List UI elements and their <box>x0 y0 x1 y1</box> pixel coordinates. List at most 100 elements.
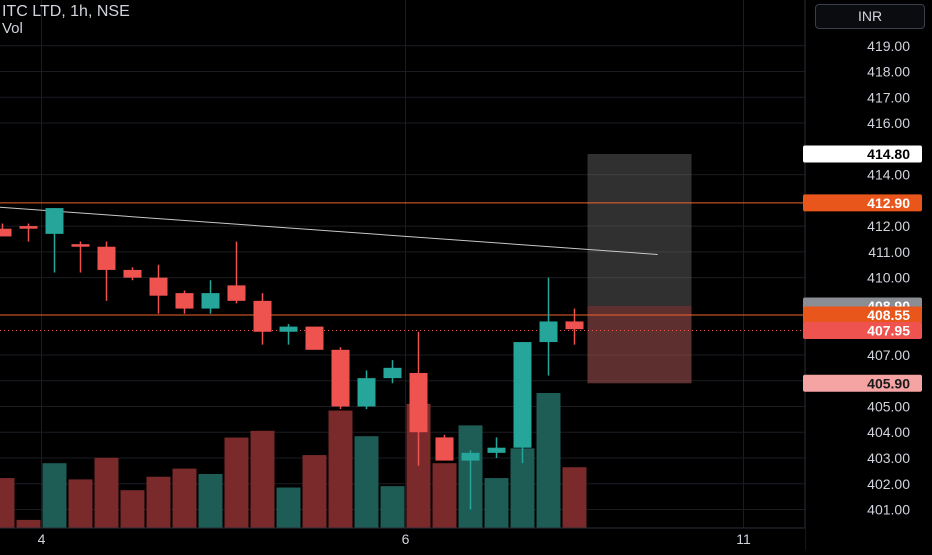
price-label-box <box>803 374 922 392</box>
candle <box>123 267 142 281</box>
price-label-text: 408.55 <box>867 307 910 323</box>
candle-body <box>19 226 38 229</box>
time-tick-label: 11 <box>736 531 751 547</box>
price-label-box <box>803 306 922 324</box>
candle <box>45 208 64 273</box>
candle <box>565 308 584 345</box>
price-label-box <box>803 145 922 163</box>
candle <box>201 280 220 314</box>
candle-body <box>357 378 376 407</box>
candle-body <box>0 228 12 237</box>
candle <box>383 360 402 384</box>
price-label: 405.90 <box>803 374 922 392</box>
candle-body <box>201 293 220 309</box>
candle <box>435 434 454 461</box>
price-tick-label: 407.00 <box>867 347 910 363</box>
volume-bar <box>562 467 587 528</box>
candle-body <box>461 452 480 461</box>
volume-bar <box>276 487 301 528</box>
candle-body <box>253 300 272 332</box>
candle <box>461 450 480 510</box>
candle <box>175 290 194 314</box>
price-label: 414.80 <box>803 145 922 163</box>
volume-bar <box>146 476 171 528</box>
time-axis <box>0 528 805 550</box>
price-tick-label: 418.00 <box>867 64 910 80</box>
stop-zone <box>587 305 692 384</box>
candle-body <box>149 277 168 296</box>
candle <box>97 241 116 301</box>
candle-body <box>435 437 454 461</box>
grid <box>0 0 805 528</box>
candle <box>305 326 324 350</box>
currency-button[interactable]: INR <box>815 4 925 29</box>
volume-bar <box>250 430 275 528</box>
volume-bar <box>120 490 145 528</box>
candle-body <box>71 244 90 247</box>
volume-bar <box>432 463 457 528</box>
price-tick-label: 410.00 <box>867 270 910 286</box>
candle-body <box>565 321 584 330</box>
candle <box>253 293 272 345</box>
time-tick-label: 6 <box>402 531 410 547</box>
candles <box>0 208 584 510</box>
candle-body <box>331 349 350 407</box>
price-ticks: 401.00402.00403.00404.00405.00406.00407.… <box>867 38 910 518</box>
candle-body <box>279 326 298 332</box>
price-tick-label: 416.00 <box>867 115 910 131</box>
price-label-text: 414.80 <box>867 146 910 162</box>
candle-body <box>97 246 116 270</box>
price-label-text: 412.90 <box>867 195 910 211</box>
price-label-box <box>803 194 922 212</box>
candle <box>487 437 506 459</box>
candle <box>71 241 90 273</box>
volume-bar <box>0 478 15 528</box>
price-label-box <box>803 321 922 339</box>
symbol-title[interactable]: ITC LTD, 1h, NSE <box>2 3 130 20</box>
candle <box>149 264 168 314</box>
price-label: 408.55 <box>803 306 922 324</box>
candle-body <box>45 208 64 234</box>
candle-body <box>305 326 324 350</box>
candle-body <box>513 342 532 448</box>
price-tick-label: 403.00 <box>867 450 910 466</box>
candle-body <box>539 321 558 343</box>
price-label: 407.95 <box>803 321 922 339</box>
price-tick-label: 414.00 <box>867 167 910 183</box>
volume-bar <box>484 478 509 528</box>
chart-legend: ITC LTD, 1h, NSE Vol <box>2 3 130 37</box>
price-tick-label: 402.00 <box>867 476 910 492</box>
candle-body <box>409 372 428 433</box>
volume-bar <box>42 463 67 528</box>
volume-bar <box>198 474 223 528</box>
candle <box>0 223 12 237</box>
price-tick-label: 405.00 <box>867 398 910 414</box>
volume-bar <box>94 457 119 528</box>
volume-bar <box>172 468 197 528</box>
candle-body <box>123 269 142 278</box>
candle <box>357 370 376 410</box>
price-tick-label: 417.00 <box>867 89 910 105</box>
trendline <box>0 206 658 255</box>
candle <box>409 331 428 466</box>
candle <box>539 277 558 376</box>
candle-body <box>383 367 402 379</box>
price-tick-label: 412.00 <box>867 218 910 234</box>
candle <box>331 347 350 410</box>
volume-bar <box>380 486 405 528</box>
candle <box>19 223 38 242</box>
price-tick-label: 404.00 <box>867 424 910 440</box>
volume-bar <box>224 437 249 528</box>
volume-bar <box>68 479 93 528</box>
volume-bar <box>354 436 379 528</box>
candle <box>227 241 246 304</box>
volume-label[interactable]: Vol <box>2 20 23 37</box>
candle-body <box>175 293 194 309</box>
volume-bar <box>302 455 327 528</box>
price-tick-label: 419.00 <box>867 38 910 54</box>
candle-body <box>227 285 246 301</box>
price-label-text: 405.90 <box>867 375 910 391</box>
price-axis <box>805 0 932 550</box>
